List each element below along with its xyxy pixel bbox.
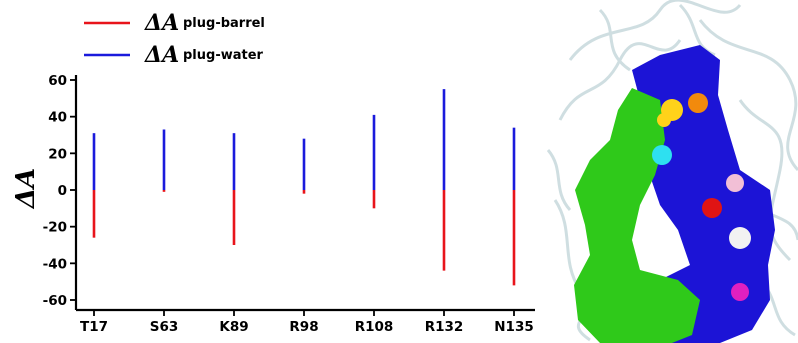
x-tick-label: N135 xyxy=(494,319,533,335)
plug-domain xyxy=(574,88,700,343)
x-tick-label: T17 xyxy=(80,319,108,335)
y-tick-label: 40 xyxy=(48,110,67,126)
residue-yellow-2 xyxy=(657,113,671,127)
legend-symbol-plug-barrel: ΔA xyxy=(144,10,179,36)
residue-orange xyxy=(688,93,708,113)
plot-area: ΔA 60 40 20 0 -20 -40 -60 T17 S63 K89 R98 R108 R132… xyxy=(11,73,535,335)
legend: ΔA plug-barrel ΔA plug-water xyxy=(84,10,265,68)
legend-label-plug-barrel: plug-barrel xyxy=(183,16,265,31)
legend-label-plug-water: plug-water xyxy=(183,48,264,63)
residue-red xyxy=(702,198,722,218)
y-tick-label: -40 xyxy=(43,256,67,272)
y-tick-label: 60 xyxy=(48,73,67,89)
x-tick-label: S63 xyxy=(150,319,179,335)
y-tick-label: 0 xyxy=(58,183,67,199)
residue-white xyxy=(729,227,751,249)
bars xyxy=(92,89,516,286)
y-tick-label: 20 xyxy=(48,146,67,162)
protein-structure-image xyxy=(545,0,798,343)
y-ticks: 60 40 20 0 -20 -40 -60 xyxy=(43,73,76,309)
x-tick-label: R98 xyxy=(289,319,318,335)
legend-symbol-plug-water: ΔA xyxy=(144,42,179,68)
x-ticks: T17 S63 K89 R98 R108 R132 N135 xyxy=(80,310,534,335)
residue-cyan xyxy=(652,145,672,165)
residue-magenta xyxy=(731,283,749,301)
residue-pink xyxy=(726,174,744,192)
y-tick-label: -60 xyxy=(43,293,67,309)
y-axis-label: ΔA xyxy=(11,168,41,210)
x-tick-label: R108 xyxy=(355,319,394,335)
y-tick-label: -20 xyxy=(43,220,67,236)
x-tick-label: K89 xyxy=(219,319,248,335)
x-tick-label: R132 xyxy=(425,319,464,335)
